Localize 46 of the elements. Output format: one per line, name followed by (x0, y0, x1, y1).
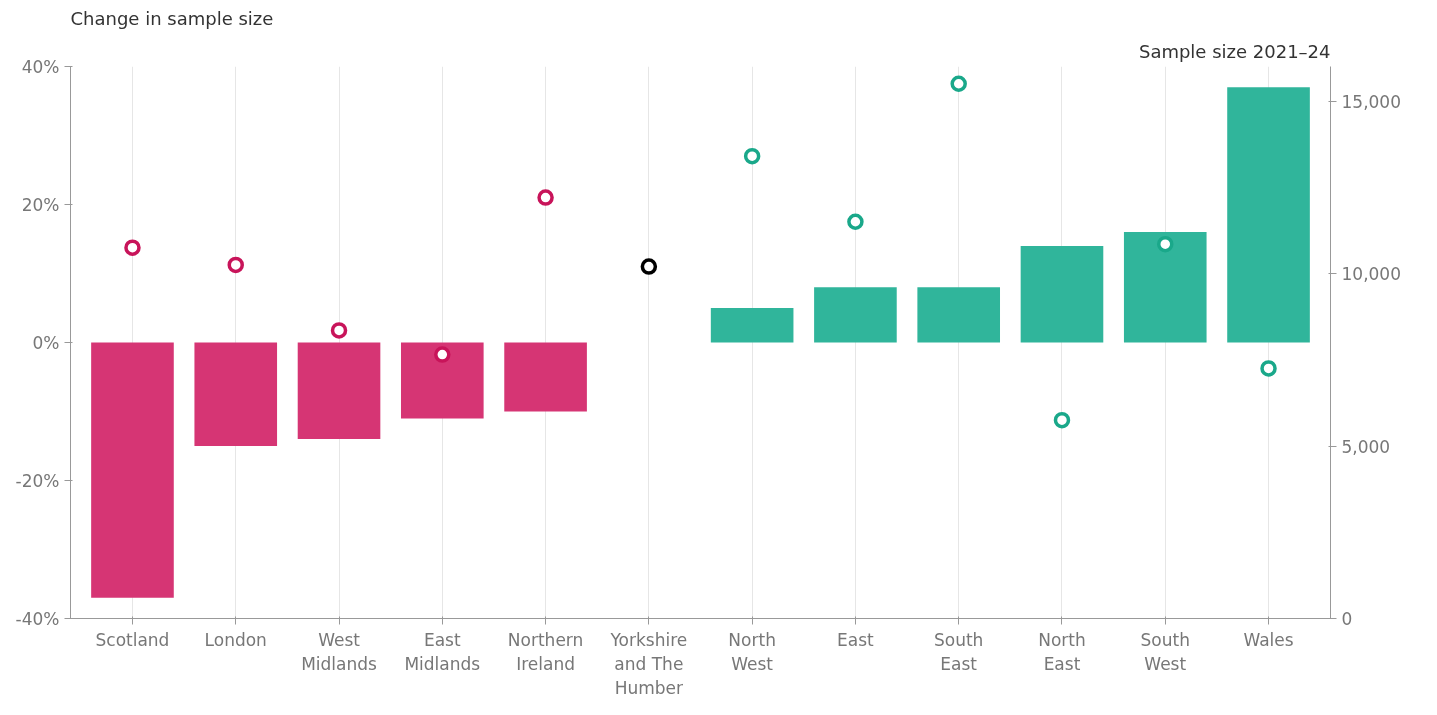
bar (1020, 245, 1104, 343)
point (950, 75, 967, 92)
x-tick-label: Scotland (95, 629, 170, 650)
x-tick-label: Northern Ireland (507, 629, 584, 674)
y-tick-label: 40% (21, 56, 60, 77)
point (640, 258, 658, 275)
point (330, 322, 348, 339)
y-tick-label: 0% (32, 332, 60, 353)
x-tick-label: East (837, 629, 875, 650)
point (537, 189, 554, 206)
y2-axis-title: Sample size 2021–24 (1138, 40, 1331, 62)
bar (504, 342, 587, 412)
y2-tick-label: 5,000 (1341, 436, 1391, 457)
point (434, 346, 451, 363)
x-tick-label: East Midlands (404, 629, 481, 674)
y-tick-label: 20% (21, 194, 60, 215)
bar (194, 342, 278, 446)
bar (917, 287, 1001, 343)
x-tick-label: West Midlands (301, 629, 378, 674)
bar (710, 308, 794, 343)
point (124, 239, 141, 256)
x-tick-label: South East (933, 629, 984, 674)
bar (400, 342, 484, 419)
point (847, 213, 864, 230)
x-tick-label: London (204, 629, 267, 650)
y-axis-title: Change in sample size (70, 7, 274, 29)
y-tick-label: -20% (15, 470, 60, 491)
bar (814, 287, 897, 343)
point (1053, 411, 1071, 429)
bar (1227, 87, 1310, 343)
point (1157, 235, 1174, 253)
y2-tick-label: 15,000 (1341, 91, 1401, 112)
x-tick-label: North East (1038, 629, 1086, 674)
point (743, 147, 761, 165)
point (1260, 360, 1277, 377)
x-tick-label: Wales (1243, 629, 1294, 650)
bar (297, 342, 381, 440)
y2-tick-label: 0 (1341, 609, 1353, 629)
x-tick-label: North West (728, 629, 776, 674)
x-tick-label: South West (1140, 629, 1190, 674)
bar (1123, 232, 1207, 343)
x-tick-label: Yorkshire and The Humber (609, 629, 688, 698)
y2-tick-label: 10,000 (1341, 264, 1401, 284)
bar (91, 342, 174, 598)
point (227, 256, 244, 274)
y-tick-label: -40% (15, 608, 60, 629)
